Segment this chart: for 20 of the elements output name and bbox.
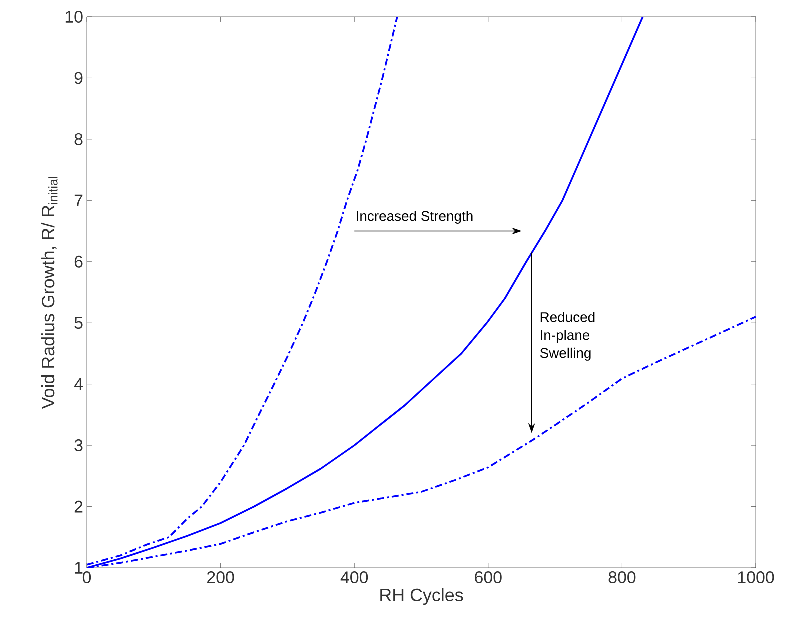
y-tick-label: 9 <box>74 72 83 84</box>
x-tick-label: 200 <box>208 572 234 584</box>
y-tick-label: 1 <box>75 562 83 574</box>
y-tick-label: 5 <box>74 317 83 330</box>
y-tick-label: 7 <box>74 194 83 206</box>
x-axis-title: RH Cycles <box>380 588 464 606</box>
y-tick-label: 2 <box>74 500 83 513</box>
annotation: Reduced In-plane Swelling <box>540 312 595 361</box>
y-axis-title: Void Radius Growth, R/ R$_{initial}$ <box>42 177 58 410</box>
x-tick-label: 1000 <box>738 572 774 584</box>
x-tick-label: 400 <box>340 572 368 584</box>
y-tick-label: 10 <box>66 10 83 23</box>
annotation: Increased Strength <box>357 210 473 224</box>
y-tick-label: 6 <box>74 256 83 268</box>
x-tick-label: 600 <box>475 572 502 584</box>
x-tick-label: 800 <box>608 572 636 584</box>
y-tick-label: 8 <box>74 133 83 146</box>
y-tick-label: 4 <box>74 378 83 390</box>
x-tick-label: 0 <box>82 572 92 584</box>
y-tick-label: 3 <box>74 440 83 452</box>
